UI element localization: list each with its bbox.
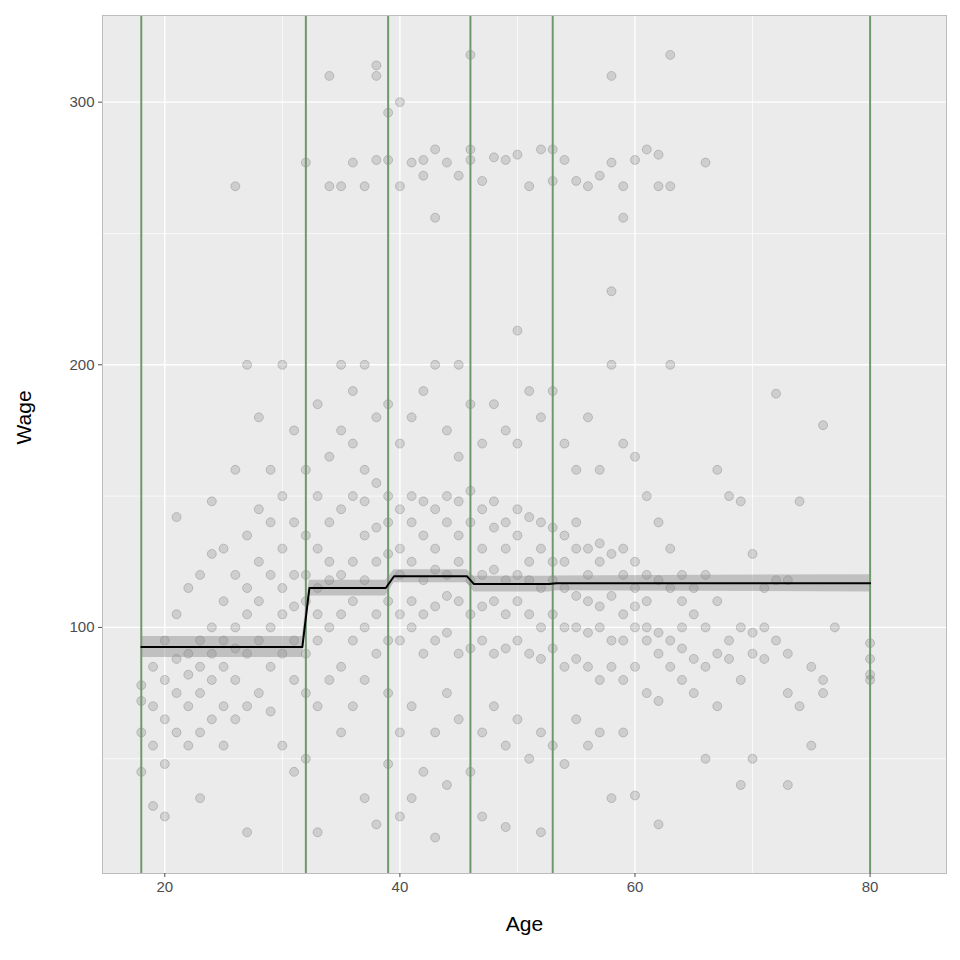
svg-text:300: 300 (69, 93, 94, 110)
svg-text:100: 100 (69, 618, 94, 635)
svg-text:40: 40 (392, 878, 409, 895)
svg-text:60: 60 (627, 878, 644, 895)
svg-text:Age: Age (506, 912, 543, 935)
svg-text:80: 80 (862, 878, 879, 895)
svg-text:200: 200 (69, 356, 94, 373)
svg-text:20: 20 (156, 878, 173, 895)
svg-text:Wage: Wage (12, 390, 35, 444)
